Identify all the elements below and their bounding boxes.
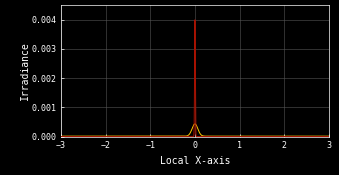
X-axis label: Local X-axis: Local X-axis [160, 156, 230, 166]
Y-axis label: Irradiance: Irradiance [20, 41, 30, 100]
